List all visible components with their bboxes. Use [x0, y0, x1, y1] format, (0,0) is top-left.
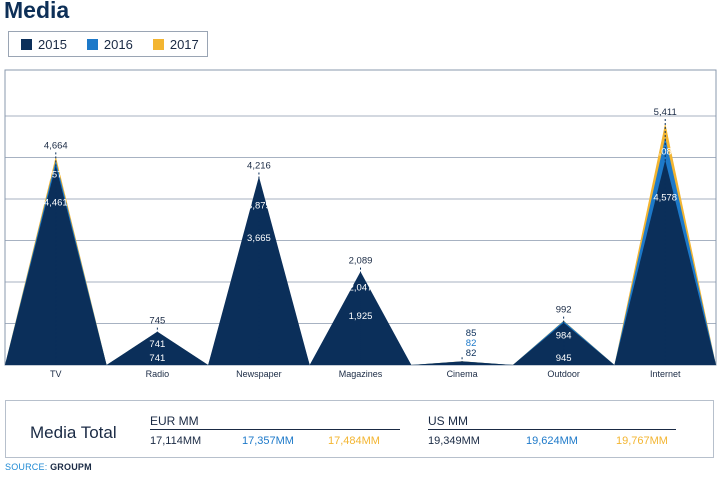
- label-2015-internet: 4,578: [653, 192, 677, 203]
- category-label-radio: Radio: [146, 369, 170, 379]
- us-divider: [428, 429, 676, 430]
- peak-2015-internet: [614, 160, 716, 365]
- legend-item-2015: 2015: [21, 37, 67, 52]
- page-title: Media: [4, 0, 70, 23]
- legend-swatch-2015: [21, 38, 32, 50]
- label-2015-cinema: 82: [466, 348, 477, 359]
- label-2017-newspaper: 3,665: [247, 233, 271, 244]
- media-chart: 4,664 4,572 4,461 745 741 741 4,216 3,879 3,665 2…: [4, 69, 717, 379]
- legend-item-2016: 2016: [86, 36, 133, 52]
- eur-value-2016: 17,357MM: [242, 435, 294, 447]
- label-2016-newspaper: 3,879: [247, 201, 271, 212]
- chart-legend: 2015 2016 2017: [8, 31, 208, 57]
- label-2016-internet: 5,087: [653, 146, 677, 157]
- label-2015-tv: 4,461: [44, 197, 68, 208]
- label-2016-magazines: 2,047: [349, 282, 373, 293]
- category-label-outdoor: Outdoor: [547, 369, 580, 379]
- us-value-2015: 19,349MM: [428, 435, 480, 447]
- media-total-label: Media Total: [30, 423, 117, 442]
- eur-header: EUR MM: [150, 414, 199, 428]
- us-header: US MM: [428, 414, 468, 428]
- us-value-2016: 19,624MM: [526, 435, 578, 447]
- label-2015-newspaper: 4,216: [247, 160, 271, 171]
- media-total-panel: Media Total EUR MM 17,114MM 17,357MM 17,…: [5, 400, 714, 458]
- legend-swatch-2016: [86, 38, 98, 50]
- peak-2015-newspaper: [208, 176, 310, 365]
- category-label-cinema: Cinema: [447, 369, 478, 379]
- label-2016-radio: 741: [149, 339, 165, 350]
- legend-swatch-2017: [152, 38, 164, 50]
- legend-label-2017: 2017: [169, 36, 199, 52]
- label-2016-cinema: 82: [466, 338, 477, 349]
- label-2016-outdoor: 984: [556, 331, 572, 342]
- label-2017-cinema: 85: [466, 328, 477, 339]
- label-2017-magazines: 1,925: [349, 311, 373, 322]
- eur-value-2015: 17,114MM: [150, 435, 202, 447]
- source-name: GROUPM: [50, 462, 92, 472]
- us-value-2017: 19,767MM: [616, 435, 668, 447]
- legend-item-2017: 2017: [152, 36, 199, 52]
- eur-value-2017: 17,484MM: [328, 435, 380, 447]
- peak-2015-outdoor: [512, 322, 615, 365]
- category-label-internet: Internet: [650, 369, 681, 379]
- label-2016-tv: 4,572: [44, 170, 68, 181]
- category-label-magazines: Magazines: [339, 369, 383, 379]
- category-label-tv: TV: [50, 369, 62, 379]
- label-2017-outdoor: 992: [556, 305, 572, 316]
- source-note: SOURCE: GROUPM: [5, 462, 92, 472]
- eur-divider: [150, 429, 400, 430]
- label-2017-internet: 5,411: [654, 107, 677, 118]
- label-2015-radio: 745: [149, 316, 165, 327]
- source-prefix: SOURCE:: [5, 462, 48, 472]
- label-2015-magazines: 2,089: [349, 256, 373, 267]
- label-2017-tv: 4,664: [44, 140, 68, 151]
- label-2017-radio: 741: [149, 353, 165, 364]
- legend-label-2015: 2015: [38, 36, 67, 52]
- legend-label-2016: 2016: [103, 36, 133, 52]
- label-2015-outdoor: 945: [556, 353, 572, 364]
- peak-2015-magazines: [309, 271, 412, 365]
- category-label-newspaper: Newspaper: [236, 369, 282, 379]
